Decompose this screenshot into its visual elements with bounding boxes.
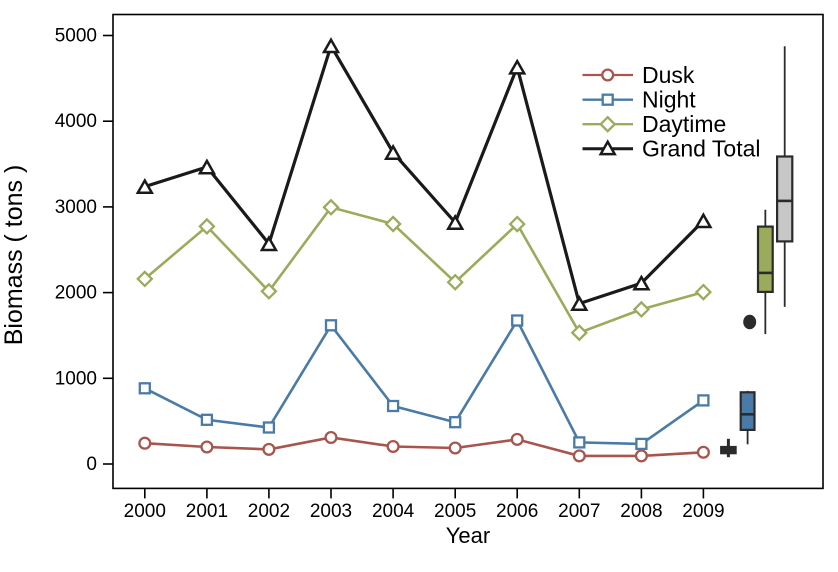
svg-text:Year: Year [446, 523, 490, 548]
svg-text:Dusk: Dusk [642, 62, 695, 88]
svg-text:Night: Night [642, 87, 696, 113]
svg-text:2002: 2002 [248, 501, 290, 522]
svg-text:Grand Total: Grand Total [642, 136, 760, 162]
svg-text:Daytime: Daytime [642, 111, 726, 137]
svg-text:1000: 1000 [55, 368, 97, 389]
svg-text:2008: 2008 [620, 501, 662, 522]
svg-text:2007: 2007 [558, 501, 600, 522]
svg-text:2009: 2009 [682, 501, 724, 522]
svg-text:2003: 2003 [310, 501, 352, 522]
svg-text:3000: 3000 [55, 197, 97, 218]
svg-text:2004: 2004 [372, 501, 415, 522]
svg-text:0: 0 [86, 454, 97, 475]
svg-text:4000: 4000 [55, 111, 97, 132]
svg-text:2001: 2001 [186, 501, 228, 522]
svg-text:2006: 2006 [496, 501, 538, 522]
svg-text:5000: 5000 [55, 26, 97, 47]
svg-text:2000: 2000 [55, 283, 97, 304]
svg-text:2000: 2000 [124, 501, 166, 522]
svg-text:2005: 2005 [434, 501, 476, 522]
svg-text:Biomass ( tons ): Biomass ( tons ) [0, 165, 28, 346]
